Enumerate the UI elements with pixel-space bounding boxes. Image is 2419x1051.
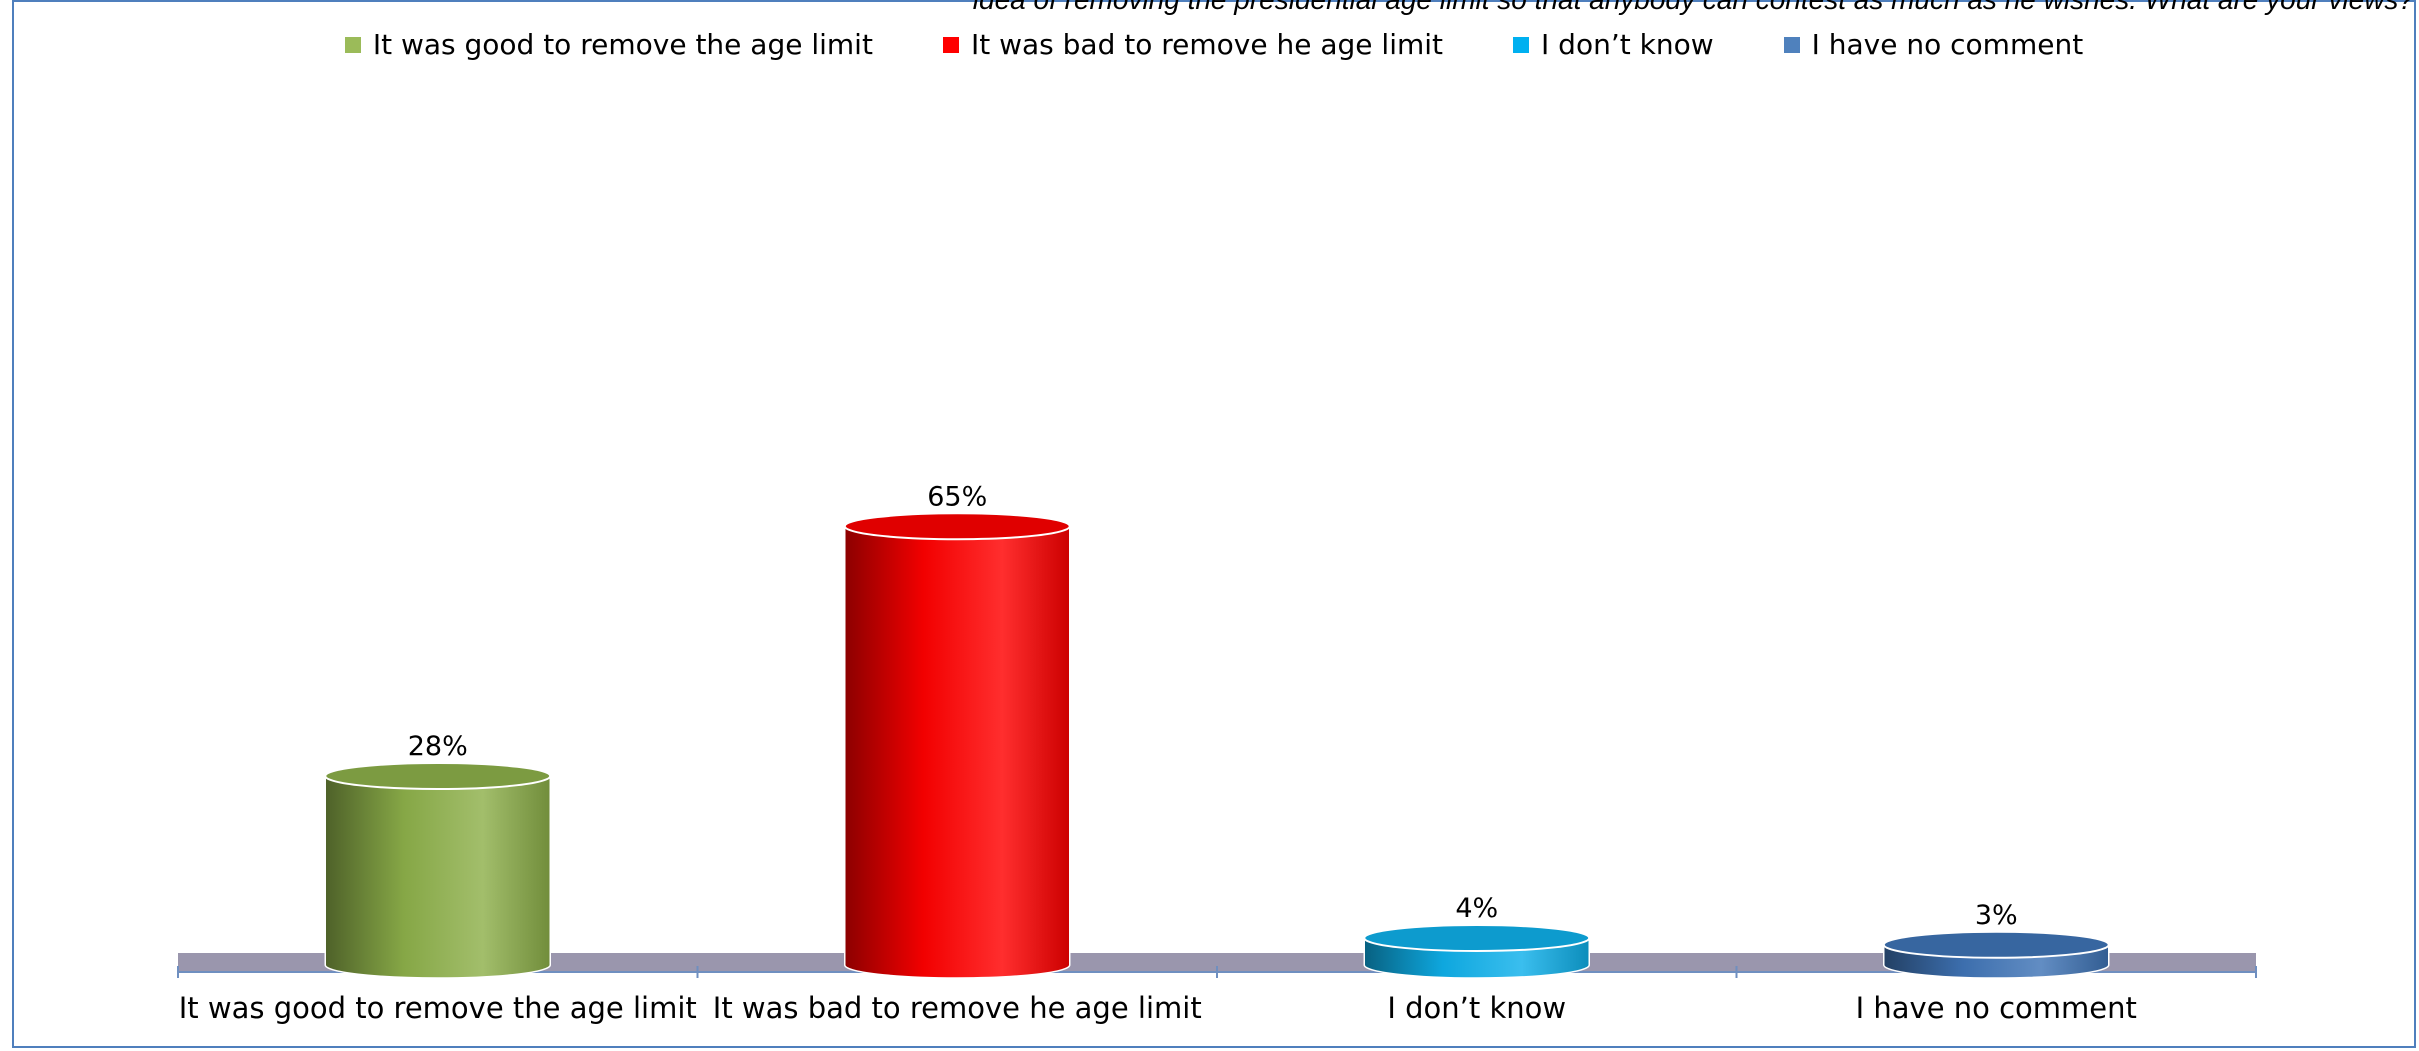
bar-3 [1363,924,1591,979]
legend-swatch-no-comment [1783,36,1800,53]
legend-item-no-comment: I have no comment [1783,28,2084,61]
legend-item-bad: It was bad to remove he age limit [942,28,1444,61]
legend-label-good: It was good to remove the age limit [372,28,873,61]
x-tick-label: It was bad to remove he age limit [713,991,1202,1025]
x-tick-label: I don’t know [1387,991,1566,1025]
legend-swatch-dont-know [1513,36,1530,53]
bar-top [324,762,552,790]
bar-2 [843,512,1071,979]
bar-body [844,525,1071,979]
bar-1 [324,762,552,979]
legend-swatch-good [344,36,361,53]
data-label: 3% [1975,900,2018,931]
bar-body [324,775,551,979]
bar-top [843,512,1071,541]
legend-swatch-bad [942,36,959,53]
data-label: 65% [927,481,987,512]
legend-label-bad: It was bad to remove he age limit [970,28,1444,61]
x-tick-label: I have no comment [1856,991,2137,1025]
bar-top [1882,930,2110,959]
x-tick-label: It was good to remove the age limit [179,991,697,1025]
chart-title-clipped: idea of removing the presidential age li… [973,0,2414,16]
legend-item-good: It was good to remove the age limit [344,28,873,61]
legend-item-dont-know: I don’t know [1513,28,1714,61]
legend: It was good to remove the age limit It w… [14,28,2414,61]
bar-4 [1882,930,2110,979]
bar-top [1363,924,1591,952]
legend-label-no-comment: I have no comment [1811,28,2084,61]
data-label: 28% [408,731,468,762]
legend-label-dont-know: I don’t know [1541,28,1714,61]
data-label: 4% [1455,893,1498,924]
